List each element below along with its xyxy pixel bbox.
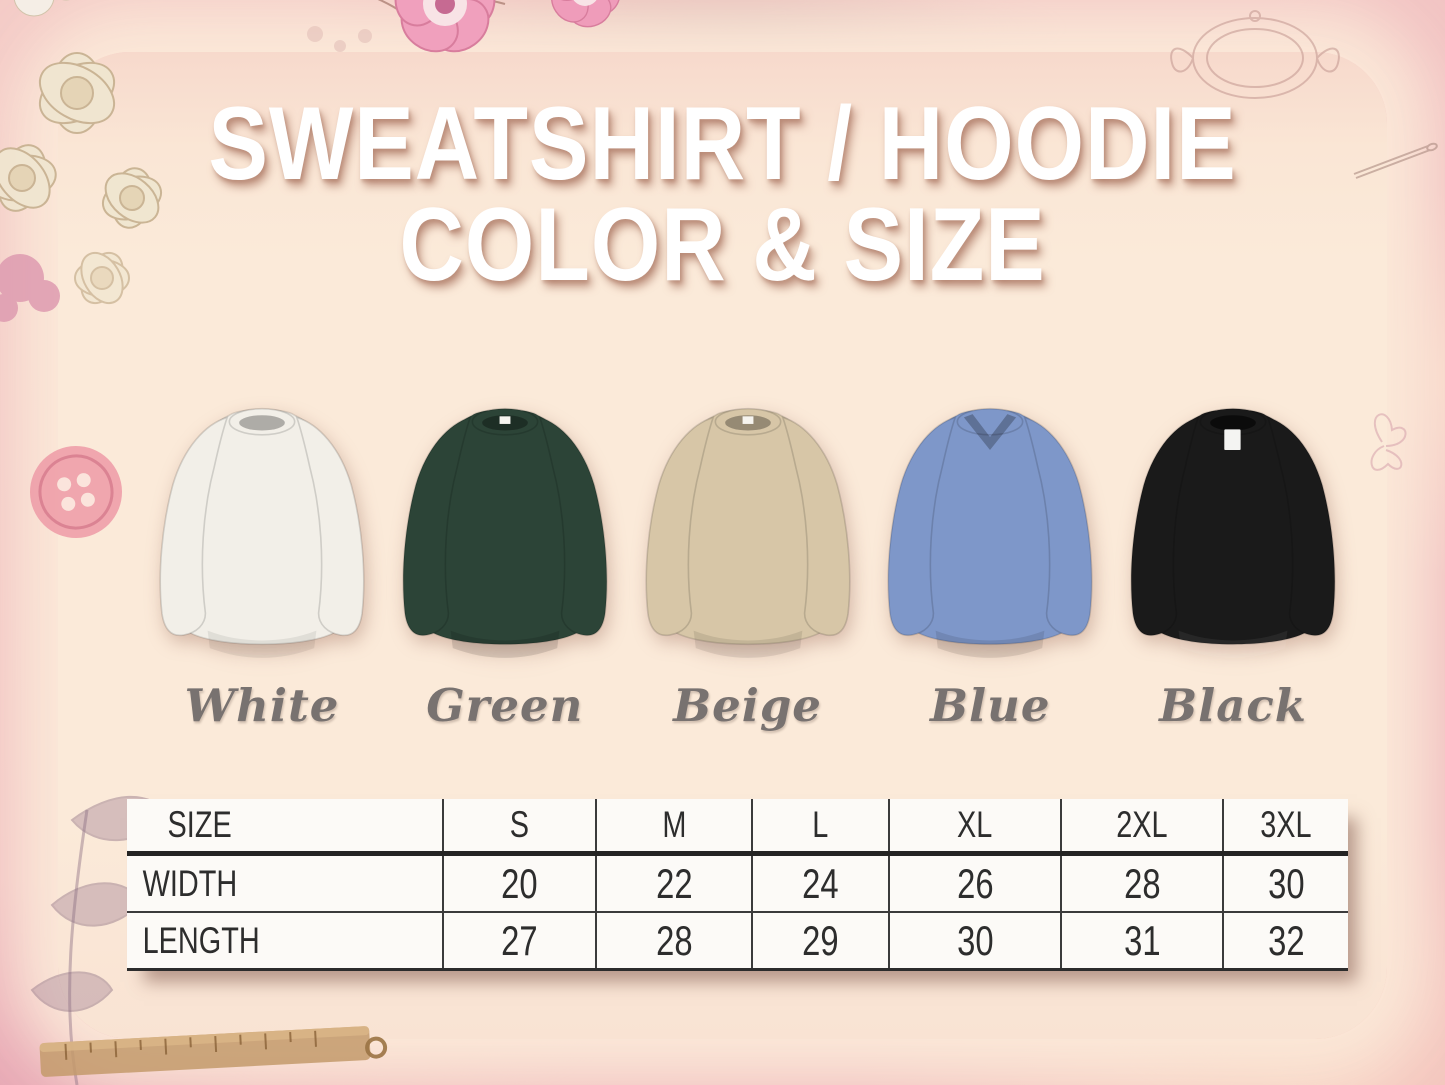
row-label: WIDTH	[127, 853, 445, 913]
size-col-xl: XL	[888, 799, 1063, 856]
size-table-header-row: SIZE S M L XL 2XL 3XL	[127, 799, 1348, 856]
garment-label: Black	[1159, 679, 1307, 732]
garment-black: Black	[1113, 400, 1353, 732]
sweatshirt-icon	[159, 407, 365, 658]
sweatshirt-icon	[887, 407, 1093, 658]
size-col-2xl: 2XL	[1061, 799, 1225, 856]
width-row: WIDTH 20 22 24 26 28 30	[127, 853, 1348, 913]
size-col-3xl: 3XL	[1223, 799, 1348, 856]
length-row: LENGTH 27 28 29 30 31 32	[127, 912, 1348, 971]
sweatshirt-icon	[402, 407, 608, 658]
width-xl: 26	[888, 853, 1063, 913]
length-3xl: 32	[1223, 912, 1348, 971]
width-2xl: 28	[1061, 853, 1225, 913]
sweatshirt-icon	[1130, 407, 1336, 658]
garment-beige: Beige	[628, 400, 868, 732]
size-col-m: M	[595, 799, 754, 856]
length-m: 28	[595, 912, 754, 971]
length-xl: 30	[888, 912, 1063, 971]
length-2xl: 31	[1061, 912, 1225, 971]
size-col-s: S	[443, 799, 597, 856]
row-label: LENGTH	[127, 912, 445, 971]
size-table: SIZE S M L XL 2XL 3XL WIDTH 20 22 24 26 …	[127, 799, 1348, 971]
title-line-2: COLOR & SIZE	[399, 187, 1046, 303]
garment-label: Green	[426, 679, 584, 732]
title-line-1: SWEATSHIRT / HOODIE	[208, 86, 1237, 202]
width-s: 20	[443, 853, 597, 913]
page-title: SWEATSHIRT / HOODIE COLOR & SIZE	[101, 86, 1344, 303]
length-s: 27	[443, 912, 597, 971]
width-l: 24	[752, 853, 890, 913]
sweatshirt-icon	[644, 407, 851, 658]
width-m: 22	[595, 853, 754, 913]
garment-white: White	[142, 400, 382, 732]
length-l: 29	[752, 912, 890, 971]
garment-label: Blue	[930, 679, 1051, 732]
size-col-l: L	[752, 799, 890, 856]
garment-label: White	[184, 679, 340, 732]
garment-green: Green	[385, 400, 625, 732]
size-header-cell: SIZE	[127, 799, 445, 856]
garment-label: Beige	[673, 679, 822, 732]
width-3xl: 30	[1223, 853, 1348, 913]
garment-color-row: White Green	[142, 400, 1353, 732]
garment-blue: Blue	[870, 400, 1110, 732]
